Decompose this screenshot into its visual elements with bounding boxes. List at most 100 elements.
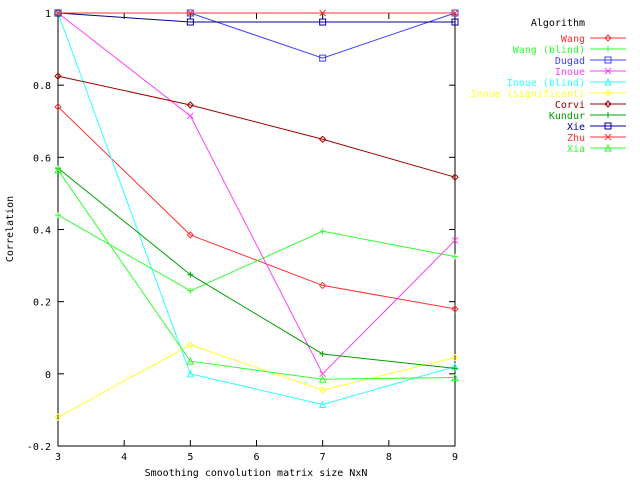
y-tick-label: 0.4: [33, 226, 51, 237]
data-point: [186, 9, 194, 17]
series-9: [54, 9, 459, 17]
legend-label: Wang: [561, 34, 585, 45]
data-point: [451, 305, 459, 313]
y-axis-label: Correlation: [5, 196, 16, 262]
legend-label: Xie: [567, 122, 585, 133]
legend-label: Inoue (significant): [471, 89, 585, 100]
data-point: [451, 173, 459, 181]
data-point: [319, 370, 327, 378]
legend-marker: [605, 46, 611, 52]
data-point: [54, 9, 62, 17]
data-point: [187, 287, 194, 294]
data-point: [186, 341, 195, 349]
series-line: [57, 12, 456, 375]
series-line: [57, 169, 456, 380]
x-tick-label: 3: [55, 452, 61, 463]
series-line: [57, 75, 456, 178]
x-tick-label: 5: [187, 452, 193, 463]
legend-marker: [604, 77, 612, 86]
x-tick-label: 6: [253, 452, 259, 463]
data-point: [318, 400, 327, 409]
series-0: [54, 103, 459, 313]
series-line: [57, 344, 456, 418]
series-5: [54, 341, 459, 421]
y-tick-label: 0.6: [33, 153, 51, 164]
data-point: [452, 253, 458, 260]
data-point: [54, 103, 62, 111]
data-point: [319, 9, 327, 17]
data-point: [451, 236, 459, 244]
y-tick-label: 0.8: [33, 81, 51, 92]
series-line: [57, 12, 455, 23]
data-point: [451, 373, 459, 381]
series-6: [54, 72, 459, 181]
legend-marker: [604, 34, 612, 42]
series-lines: [54, 8, 459, 421]
x-tick-label: 7: [320, 452, 326, 463]
y-tick-label: 0.2: [33, 298, 51, 309]
legend-marker: [605, 112, 611, 118]
data-point: [319, 18, 327, 26]
series-line: [58, 12, 456, 59]
legend-marker: [604, 56, 612, 64]
data-point: [319, 54, 327, 62]
x-axis-label: Smoothing convolution matrix size NxN: [145, 468, 368, 479]
series-line: [57, 214, 456, 292]
data-point: [186, 231, 195, 239]
data-point: [451, 9, 459, 17]
legend-label: Wang (blind): [513, 45, 585, 56]
data-point: [318, 281, 327, 290]
data-point: [55, 212, 61, 219]
series-7: [55, 165, 458, 372]
y-tick-label: -0.2: [27, 442, 51, 453]
plot-frame: [57, 12, 456, 447]
legend-label: Kundur: [549, 111, 585, 122]
series-line: [57, 12, 456, 406]
x-tick-label: 8: [386, 452, 392, 463]
data-point: [54, 165, 62, 174]
series-10: [54, 165, 459, 383]
y-tick-label: 0: [45, 370, 51, 381]
data-point: [186, 369, 195, 378]
data-point: [186, 101, 195, 109]
data-point: [318, 135, 327, 143]
series-3: [54, 9, 459, 378]
data-point: [319, 228, 326, 235]
legend-marker: [604, 67, 612, 75]
legend-marker: [604, 89, 612, 97]
data-point: [54, 413, 62, 421]
legend-marker: [604, 100, 612, 108]
x-tick-label: 9: [452, 452, 458, 463]
data-point: [187, 271, 194, 278]
legend-title: Algorithm: [531, 18, 585, 29]
legend-marker: [604, 122, 612, 130]
series-1: [55, 212, 458, 294]
legend-label: Xia: [567, 144, 585, 155]
series-line: [57, 106, 456, 310]
legend-label: Dugad: [555, 56, 585, 67]
data-point: [451, 353, 459, 362]
data-point: [319, 350, 326, 357]
data-point: [54, 72, 62, 80]
legend-label: Inoue (blind): [507, 78, 585, 89]
series-8: [54, 9, 459, 26]
data-point: [186, 357, 195, 365]
legend-marker: [604, 143, 612, 152]
data-point: [186, 18, 194, 26]
y-tick-label: 1: [45, 9, 51, 20]
x-tick-label: 4: [121, 452, 127, 463]
data-point: [452, 365, 458, 372]
data-point: [318, 375, 327, 383]
legend-marker: [604, 133, 612, 141]
axis-ticks: 3 4 5 6 7 8 9 -0.2 0 0.2 0.4 0.6 0.8 1: [27, 9, 458, 463]
legend-label: Corvi: [555, 100, 585, 111]
data-point: [451, 18, 459, 26]
series-4: [54, 8, 459, 409]
series-line: [57, 167, 456, 369]
data-point: [186, 112, 194, 120]
legend-label: Inoue: [555, 67, 585, 78]
legend-label: Zhu: [567, 133, 585, 144]
data-point: [318, 386, 327, 394]
